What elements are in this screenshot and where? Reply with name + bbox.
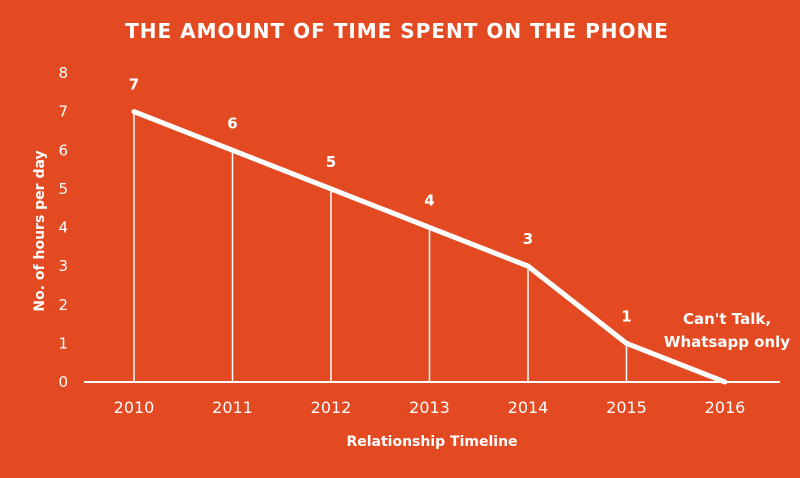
data-point (131, 109, 137, 115)
y-tick-label: 6 (58, 141, 68, 159)
x-tick-label: 2014 (508, 398, 549, 417)
data-point (722, 379, 728, 385)
y-tick-label: 5 (58, 180, 68, 198)
x-tick-label: 2016 (705, 398, 746, 417)
data-label: Can't Talk, (683, 310, 771, 328)
y-tick-label: 2 (58, 296, 68, 314)
data-label: 6 (227, 114, 237, 132)
data-label: 1 (621, 307, 631, 325)
drop-lines (133, 111, 628, 382)
data-label: Whatsapp only (664, 333, 790, 351)
x-tick-label: 2015 (606, 398, 647, 417)
y-tick-label: 3 (58, 257, 68, 275)
data-point (328, 186, 334, 192)
x-axis-label: Relationship Timeline (346, 434, 517, 450)
x-axis-ticks: 2010 2011 2012 2013 2014 2015 2016 (114, 398, 746, 417)
y-axis-label: No. of hours per day (32, 150, 48, 311)
x-tick-label: 2012 (311, 398, 352, 417)
x-tick-label: 2011 (212, 398, 253, 417)
y-axis-ticks: 0 1 2 3 4 5 6 7 8 (58, 64, 68, 391)
data-label: 3 (523, 230, 533, 248)
y-tick-label: 4 (58, 219, 68, 237)
y-tick-label: 8 (58, 64, 68, 82)
data-point (427, 225, 432, 230)
data-points (131, 109, 728, 385)
data-label: 5 (326, 153, 336, 171)
data-point (624, 340, 629, 346)
chart-title: THE AMOUNT OF TIME SPENT ON THE PHONE (125, 19, 669, 43)
y-tick-label: 7 (58, 103, 68, 121)
data-label: 7 (129, 76, 139, 94)
y-tick-label: 0 (58, 373, 68, 391)
x-tick-label: 2010 (114, 398, 155, 417)
y-tick-label: 1 (58, 334, 68, 352)
x-tick-label: 2013 (409, 398, 450, 417)
data-point (230, 147, 235, 153)
data-labels: 7 6 5 4 3 1 Can't Talk, Whatsapp only (129, 76, 791, 351)
data-label: 4 (424, 192, 434, 210)
data-point (525, 263, 531, 269)
